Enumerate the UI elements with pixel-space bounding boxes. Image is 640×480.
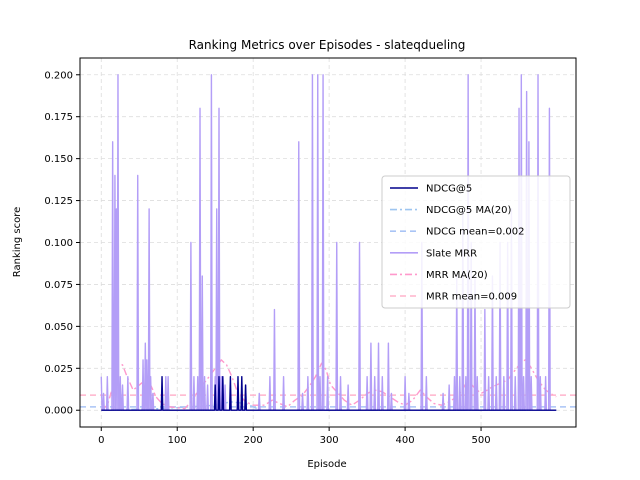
y-tick-label-1: 0.025 xyxy=(44,364,73,375)
y-tick-label-8: 0.200 xyxy=(44,70,73,81)
chart-title: Ranking Metrics over Episodes - slateqdu… xyxy=(189,38,466,52)
y-tick-label-3: 0.075 xyxy=(44,280,73,291)
series-layer xyxy=(80,74,576,411)
x-tick-label-4: 400 xyxy=(396,435,415,446)
x-axis-label: Episode xyxy=(307,459,346,470)
y-axis-label: Ranking score xyxy=(12,207,23,278)
legend-label-1: NDCG@5 MA(20) xyxy=(426,205,512,216)
y-tick-label-0: 0.000 xyxy=(44,406,73,417)
x-tick-label-3: 300 xyxy=(320,435,339,446)
legend-label-5: MRR mean=0.009 xyxy=(426,292,517,303)
x-tick-label-1: 100 xyxy=(168,435,187,446)
legend-label-3: Slate MRR xyxy=(426,248,477,259)
x-tick-label-0: 0 xyxy=(98,435,104,446)
y-tick-label-7: 0.175 xyxy=(44,112,73,123)
x-axis: 0 100 200 300 400 500 xyxy=(98,427,491,446)
legend-box xyxy=(381,175,571,309)
y-tick-label-2: 0.050 xyxy=(44,322,73,333)
legend: NDCG@5 NDCG@5 MA(20) NDCG mean=0.002 Slate … xyxy=(381,175,571,309)
legend-label-4: MRR MA(20) xyxy=(426,270,488,281)
x-tick-label-2: 200 xyxy=(244,435,263,446)
x-tick-label-5: 500 xyxy=(472,435,491,446)
y-tick-label-5: 0.125 xyxy=(44,196,73,207)
series-line-0 xyxy=(101,375,557,411)
y-tick-label-6: 0.150 xyxy=(44,154,73,165)
legend-label-2: NDCG mean=0.002 xyxy=(426,227,524,238)
legend-label-0: NDCG@5 xyxy=(426,184,472,195)
y-tick-label-4: 0.100 xyxy=(44,238,73,249)
y-axis: 0.000 0.025 0.050 0.075 0.100 0.125 0.150 0.175… xyxy=(44,70,80,417)
